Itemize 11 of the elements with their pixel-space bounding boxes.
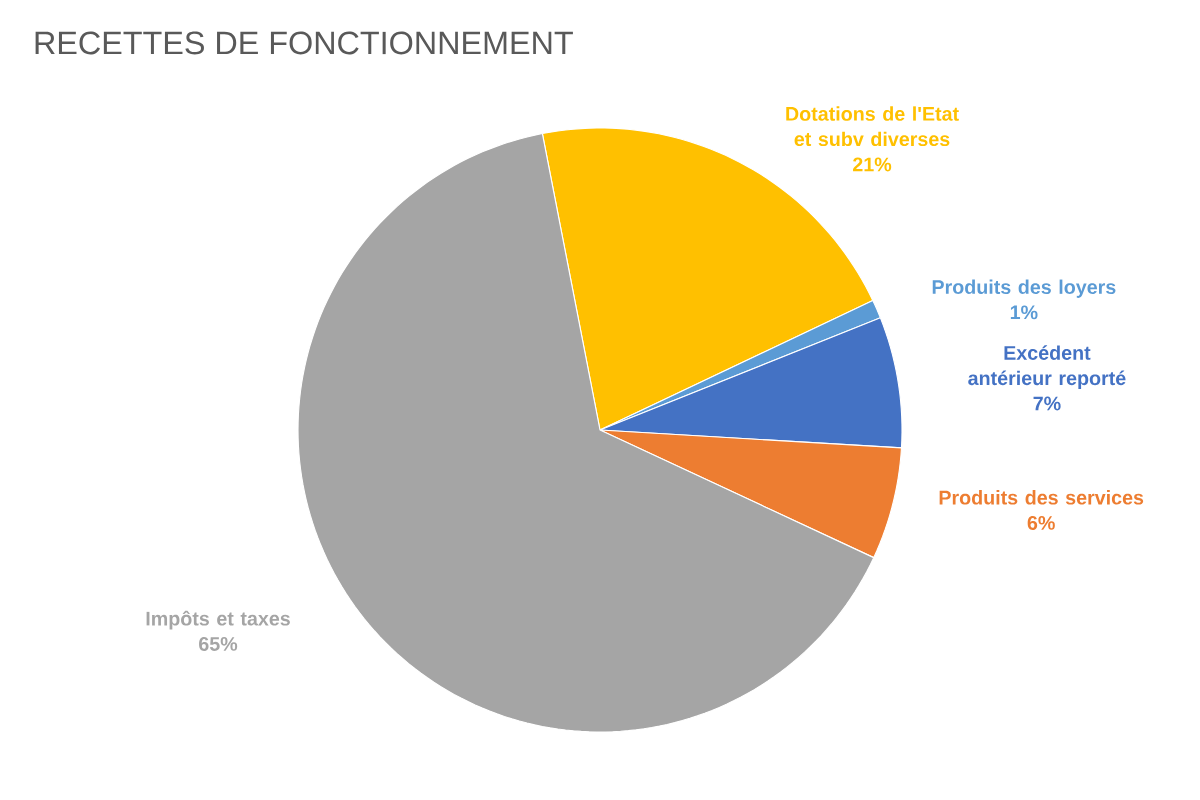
slice-label: Impôts et taxes <box>146 610 290 630</box>
chart-title: RECETTES DE FONCTIONNEMENT <box>35 31 573 55</box>
slice-label: Excédent antérieur reporté <box>968 345 1126 390</box>
slice-label: Dotations de l'Etat et subv diverses <box>786 106 959 147</box>
data-label: 21% <box>853 157 892 172</box>
slice-label: Produits des services <box>939 490 1144 505</box>
data-label: 6% <box>1027 515 1055 530</box>
data-label: 7% <box>1033 396 1061 411</box>
slice-label: Produits des loyers <box>932 279 1116 298</box>
data-label: 65% <box>199 636 238 651</box>
data-label: 1% <box>1010 305 1038 320</box>
